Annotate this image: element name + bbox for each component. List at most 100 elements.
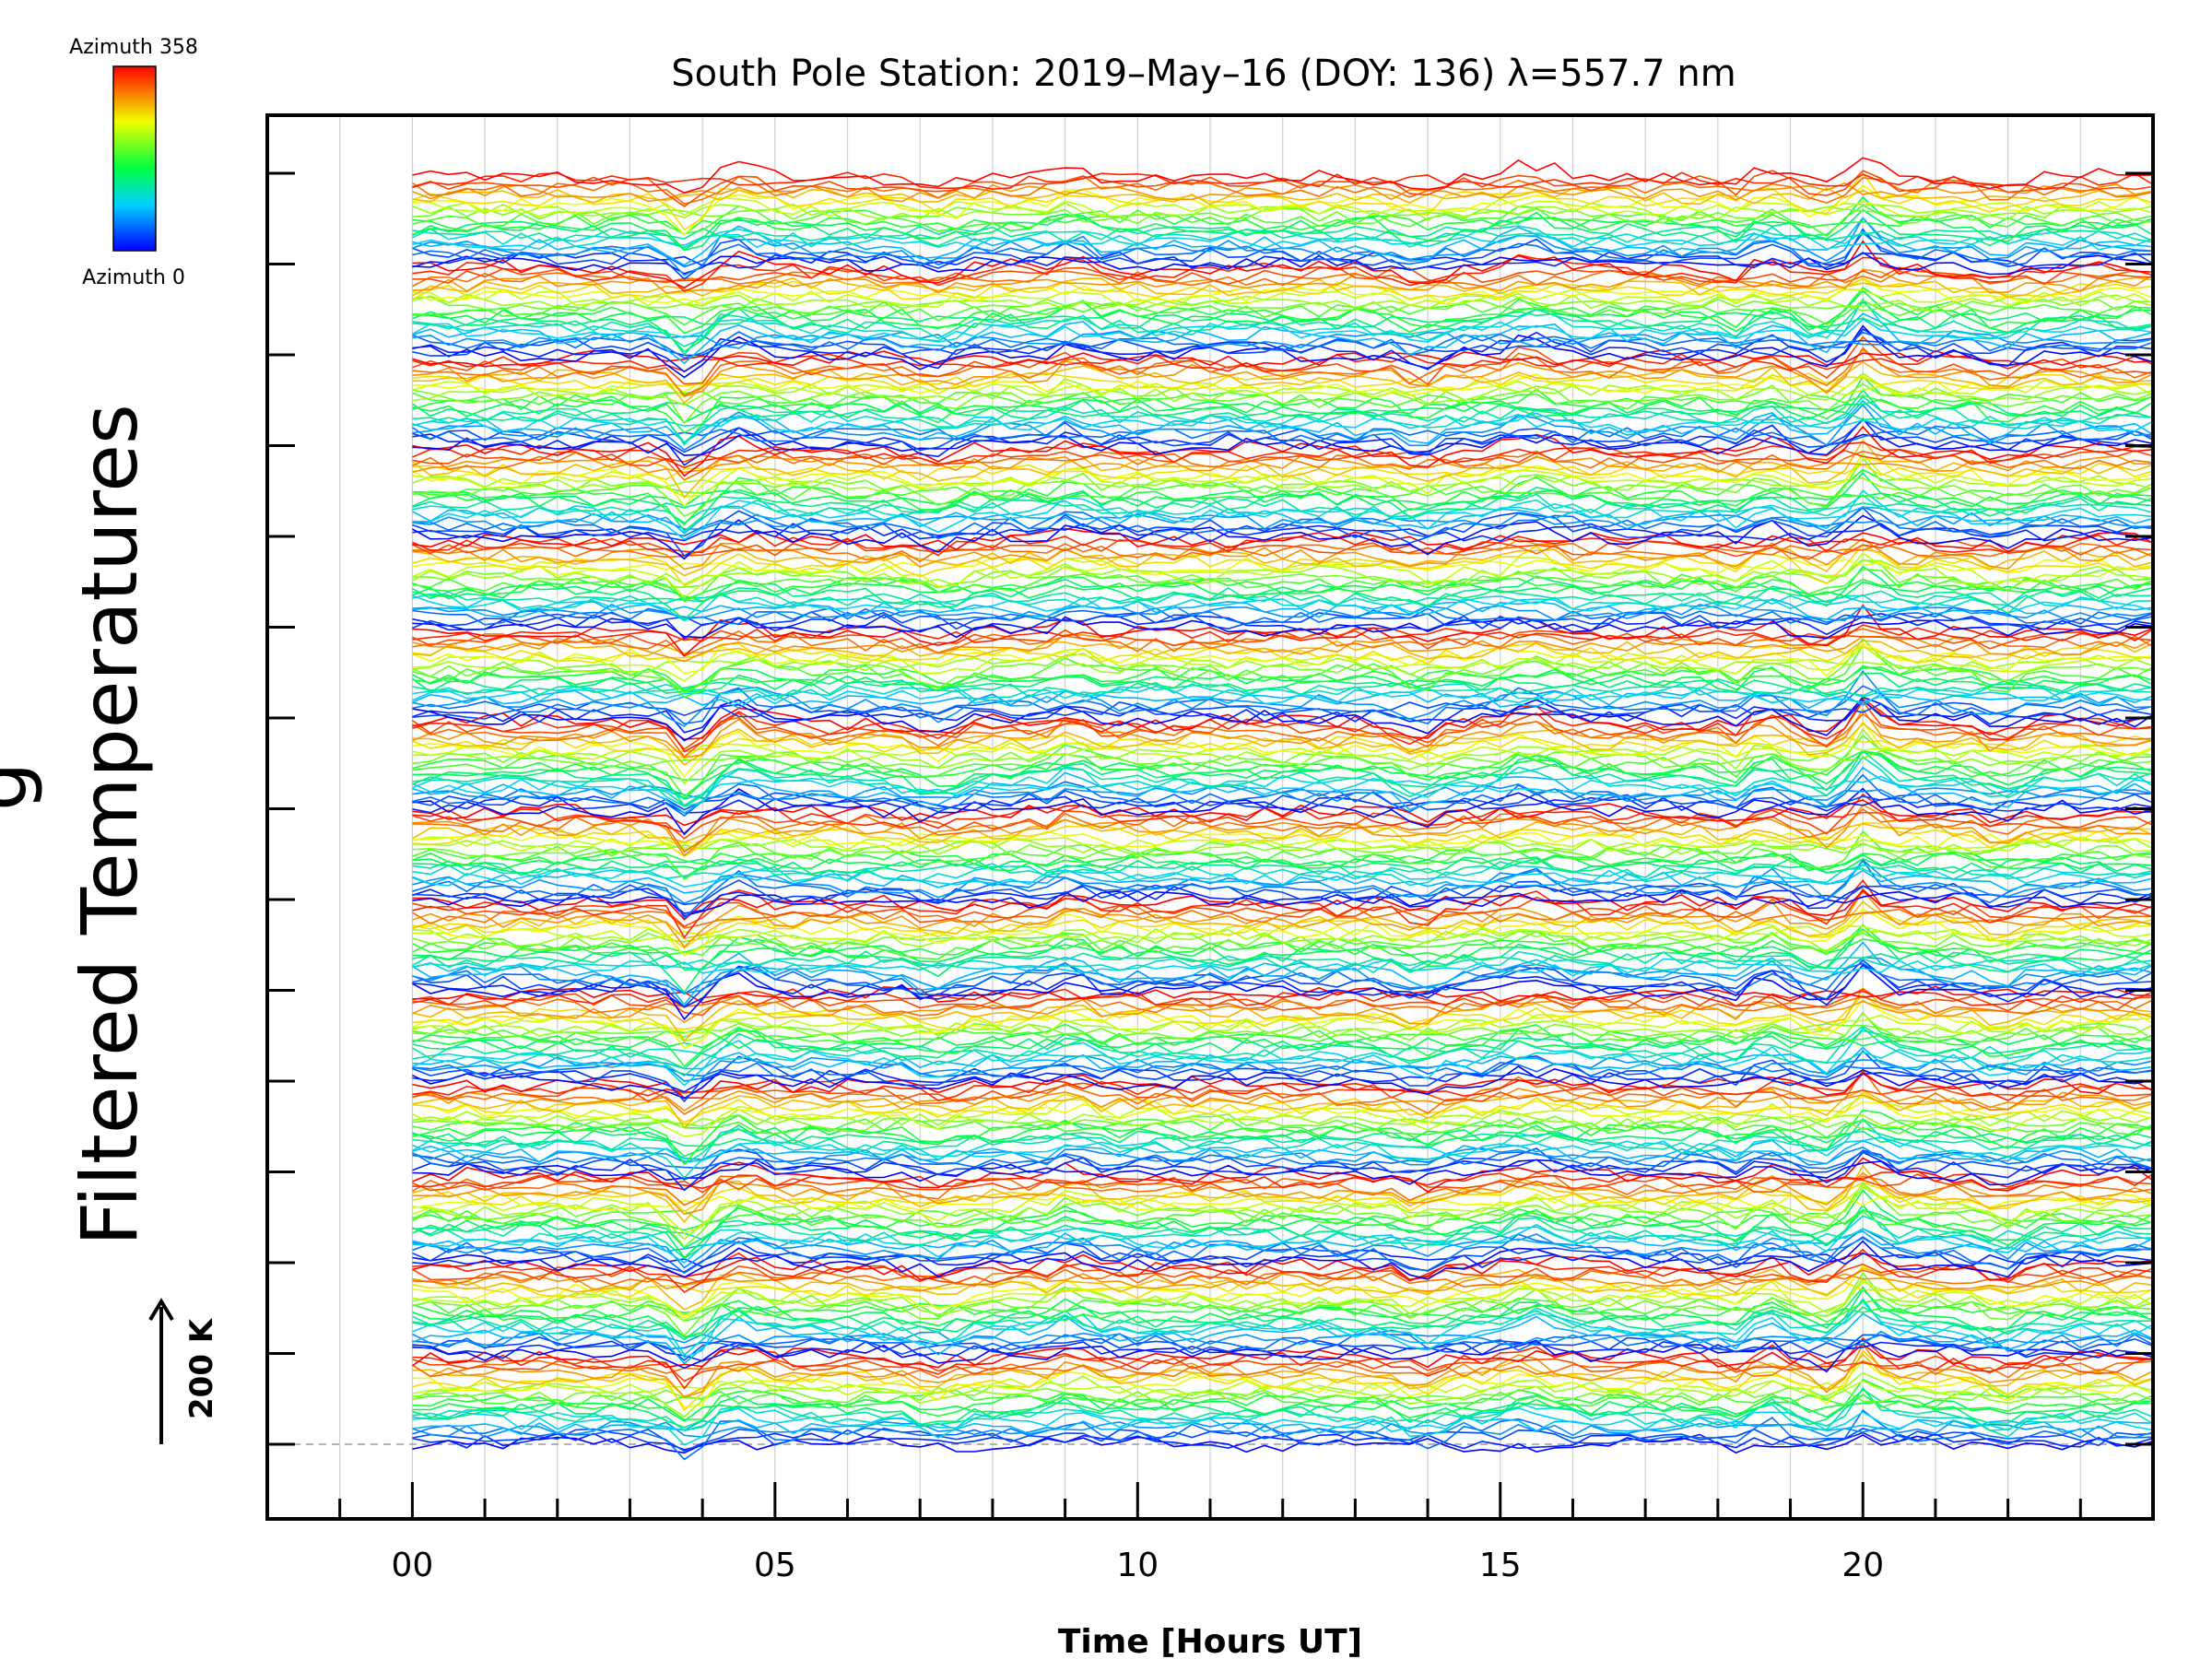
temperature-trace [412,398,2153,424]
temperature-trace [412,685,2153,705]
temperature-trace [412,337,2153,357]
temperature-trace [412,1286,2153,1338]
temperature-trace [412,331,2153,359]
x-tick-label: 00 [391,1547,433,1584]
temperature-trace [412,1045,2153,1065]
temperature-trace [412,1034,2153,1053]
temperature-trace [412,542,2153,563]
y-axis-title-partial: g [0,762,44,811]
temperature-trace [412,318,2153,343]
temperature-trace [412,1249,2153,1269]
temperature-trace [412,963,2153,1008]
temperature-trace [412,1088,2153,1112]
temperature-trace [412,795,2153,814]
temperature-trace [412,655,2153,676]
temperature-trace [412,1248,2153,1293]
temperature-trace [412,1427,2153,1453]
temperature-trace [412,1312,2153,1365]
temperature-trace [412,734,2153,753]
temperature-trace [412,568,2153,603]
scale-bar: 200 K [148,1298,220,1444]
temperature-trace [412,489,2153,541]
temperature-trace [412,1050,2153,1103]
temperature-trace [412,742,2153,762]
temperature-trace [412,1184,2153,1235]
temperature-trace [412,849,2153,871]
temperature-trace [412,1135,2153,1162]
temperature-trace [412,1267,2153,1311]
temperature-trace [411,672,2153,695]
temperature-trace [412,1128,2153,1147]
temperature-trace [412,852,2153,872]
temperature-trace [412,527,2153,553]
temperature-trace [412,1095,2153,1138]
temperature-trace [412,669,2153,727]
temperature-trace [412,697,2153,753]
temperature-trace [412,809,2153,840]
temperature-trace [412,1147,2153,1181]
temperature-trace [412,349,2153,368]
temperature-trace [412,799,2153,827]
temperature-trace [412,481,2153,500]
temperature-trace [412,1434,2153,1454]
x-axis-tick-labels: 00 05 10 15 20 [391,1547,1884,1584]
temperature-trace [412,988,2153,1017]
temperature-trace [412,1117,2153,1139]
temperature-trace [412,1054,2153,1082]
temperature-trace [412,1207,2153,1228]
temperature-trace [412,157,2153,194]
temperature-trace [412,329,2153,349]
temperature-trace [412,727,2153,785]
temperature-trace [412,879,2153,906]
temperature-trace [412,537,2153,571]
temperature-trace [412,171,2153,191]
temperature-trace [412,202,2153,221]
temperature-trace [411,905,2153,929]
temperature-trace [412,637,2153,694]
scale-bar-label: 200 K [183,1317,220,1419]
temperature-trace [412,884,2153,914]
temperature-trace [412,328,2153,373]
temperature-trace [412,240,2153,289]
temperature-trace [412,949,2153,971]
temperature-trace [412,838,2153,857]
temperature-trace [412,196,2153,218]
temperature-trace [412,1340,2153,1362]
temperature-trace [412,1170,2153,1190]
temperature-trace [412,493,2153,517]
temperature-trace [412,985,2153,1005]
temperature-trace [412,171,2153,231]
temperature-trace [412,830,2153,849]
temperature-trace [411,439,2153,500]
temperature-trace [412,1226,2153,1246]
temperature-trace [412,685,2153,725]
temperature-trace [412,856,2153,876]
temperature-trace [412,1302,2153,1322]
temperature-trace [412,537,2153,560]
temperature-trace [412,640,2153,660]
temperature-trace [412,377,2153,399]
temperature-trace [412,372,2153,406]
temperature-trace [412,559,2153,588]
temperature-trace [412,1384,2153,1405]
x-tick-label: 05 [754,1547,796,1584]
azimuth-colorbar [112,65,157,252]
temperature-trace [412,889,2153,917]
temperature-trace [412,628,2153,657]
y-axis-title: Filtered Temperatures [65,404,155,1246]
temperature-trace [412,783,2153,803]
temperature-trace [412,311,2153,330]
temperature-trace [412,296,2153,315]
temperature-trace [412,347,2153,397]
temperature-trace [412,1349,2153,1412]
temperature-trace [412,1164,2153,1224]
temperature-trace [412,347,2153,396]
temperature-trace [412,1012,2153,1042]
temperature-trace [412,1109,2153,1166]
x-tick-label: 20 [1841,1547,1884,1584]
temperature-trace [412,269,2153,288]
temperature-trace [411,1359,2153,1379]
chart-title: South Pole Station: 2019–May–16 (DOY: 13… [671,53,1736,95]
temperature-trace [412,603,2153,621]
temperature-trace [412,1332,2153,1352]
